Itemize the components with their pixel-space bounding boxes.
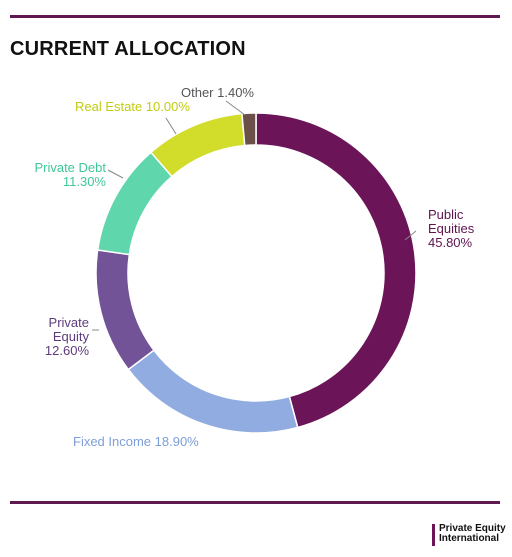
leader-line-other <box>225 100 246 116</box>
private-equity-international-logo: Private Equity International <box>432 524 506 546</box>
label-public-equities: Public Equities 45.80% <box>428 207 475 250</box>
bottom-rule <box>10 501 500 504</box>
label-real-estate: Real Estate 10.00% <box>75 99 190 114</box>
label-private-debt: Private Debt 11.30% <box>34 160 106 189</box>
slice-private-debt <box>96 151 174 256</box>
leader-line-private-debt <box>107 169 124 179</box>
slice-fixed-income <box>127 349 299 434</box>
slice-other <box>241 112 257 147</box>
slice-public-equities <box>255 112 417 429</box>
leader-line-real-estate <box>165 117 177 135</box>
label-other: Other 1.40% <box>181 85 254 100</box>
label-fixed-income: Fixed Income 18.90% <box>73 434 199 449</box>
slice-real-estate <box>149 112 246 178</box>
chart-title: CURRENT ALLOCATION <box>10 38 246 60</box>
label-private-equity: Private Equity 12.60% <box>45 315 90 358</box>
top-rule <box>10 15 500 18</box>
slice-private-equity <box>95 249 155 371</box>
leader-line-public-equities <box>404 230 417 241</box>
